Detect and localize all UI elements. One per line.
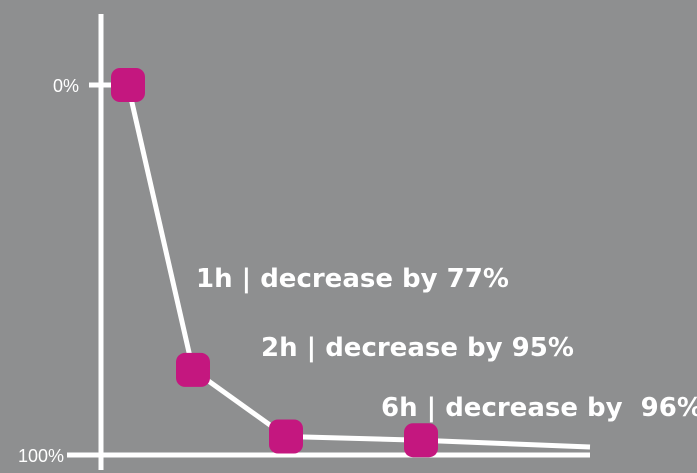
y-tick-label-top: 0% (53, 76, 79, 96)
y-tick-labels: 0% 100% (18, 76, 79, 466)
data-point-marker (404, 423, 438, 458)
data-point-marker (111, 68, 145, 102)
data-point-marker (176, 352, 210, 387)
annotation-label: 6h | decrease by 96% (381, 393, 697, 423)
data-point-marker (269, 419, 303, 454)
y-tick-label-bottom: 100% (18, 446, 64, 466)
annotation-label: 2h | decrease by 95% (261, 333, 574, 363)
annotation-label: 1h | decrease by 77% (196, 264, 509, 294)
annotations-group: 1h | decrease by 77% 2h | decrease by 95%… (196, 264, 697, 423)
markers-group (111, 68, 438, 458)
